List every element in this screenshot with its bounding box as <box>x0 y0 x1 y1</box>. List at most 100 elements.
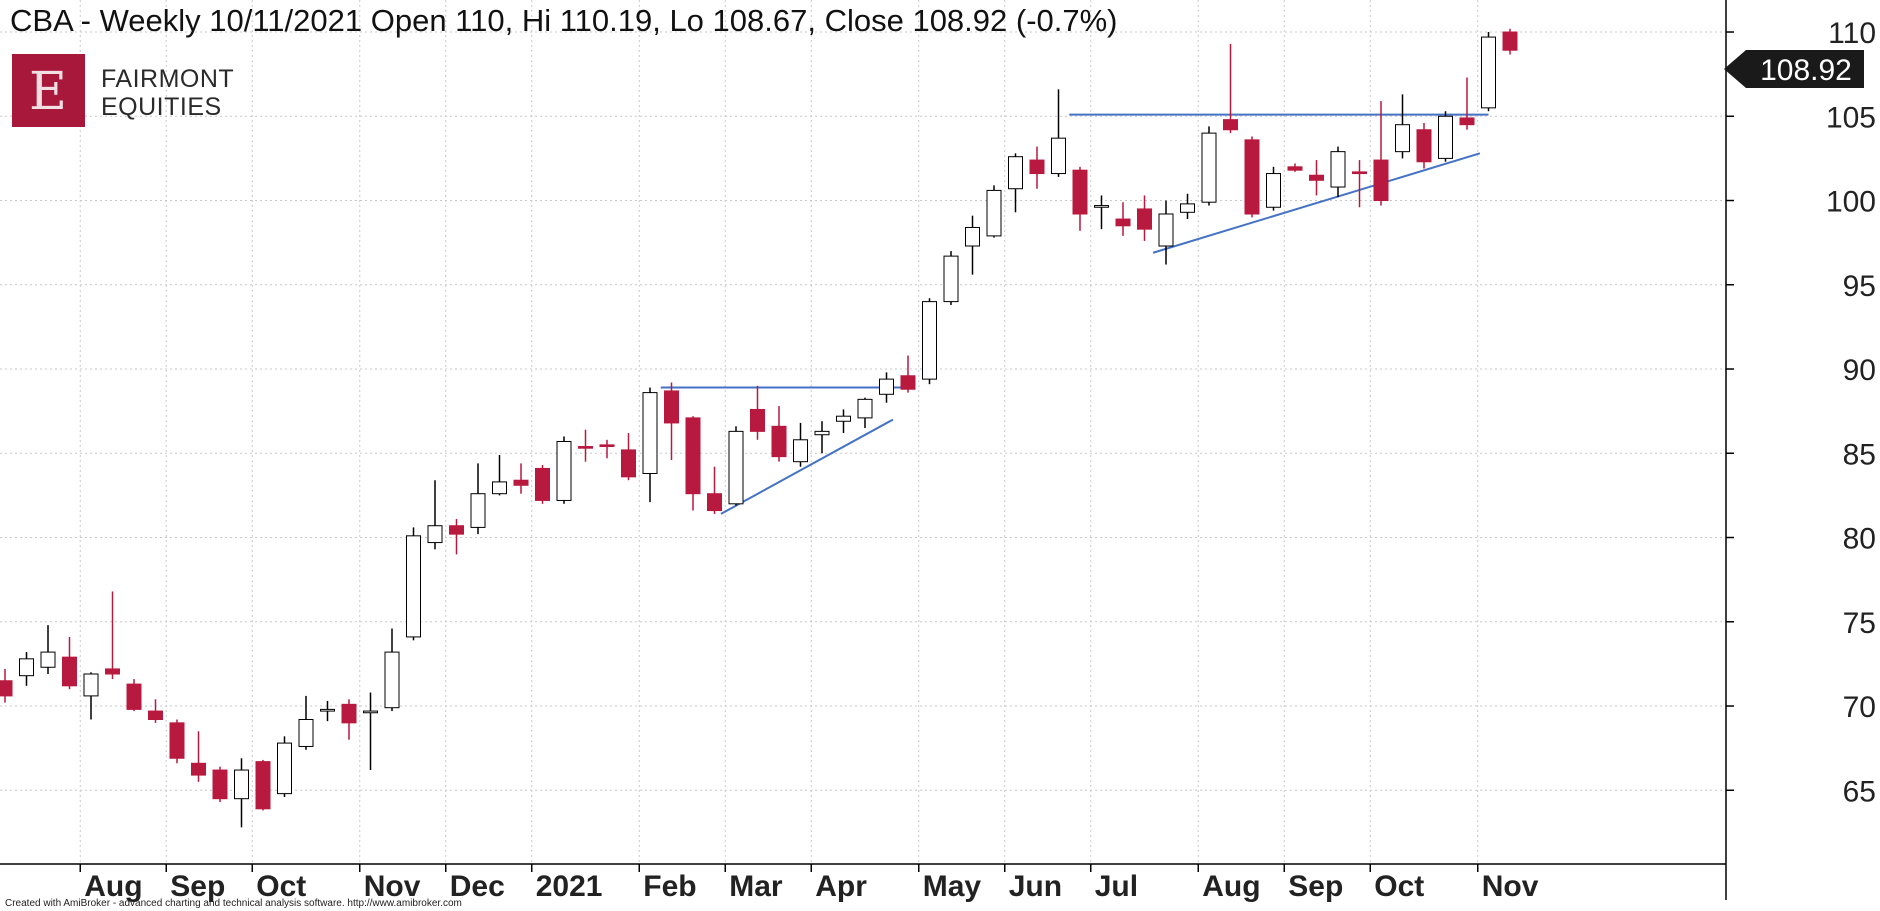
x-tick-label: Oct <box>256 870 306 903</box>
candle <box>1395 94 1410 159</box>
candle <box>83 672 99 720</box>
candles <box>0 28 1518 828</box>
candle-body <box>1180 203 1195 213</box>
grid <box>0 0 1726 864</box>
y-tick-label: 110 <box>1828 17 1876 50</box>
y-tick-label: 85 <box>1843 438 1876 471</box>
candle <box>900 355 916 393</box>
x-tick-label: Aug <box>84 870 142 903</box>
candle <box>1459 77 1475 130</box>
candle-body <box>169 722 185 759</box>
candle-body <box>642 392 658 474</box>
candle <box>1502 28 1518 55</box>
candle-body <box>0 680 13 697</box>
candle <box>578 429 593 462</box>
candle-body <box>965 226 980 247</box>
logo-line-2: EQUITIES <box>101 93 222 121</box>
candle-body <box>1029 159 1045 175</box>
candle-body <box>470 493 486 528</box>
y-tick-label: 100 <box>1826 186 1876 219</box>
x-tick-label: Sep <box>170 870 225 903</box>
x-tick-label: Dec <box>450 870 505 903</box>
candle-body <box>427 525 443 544</box>
candle <box>1137 195 1152 241</box>
x-tick-label: Nov <box>364 870 421 903</box>
candle <box>341 699 357 740</box>
candle <box>1072 166 1088 231</box>
candle-body <box>1287 166 1303 171</box>
candle <box>707 466 722 514</box>
candle-body <box>406 535 421 638</box>
candle-body <box>1266 173 1281 208</box>
candle-body <box>1094 205 1109 208</box>
y-tick-label: 75 <box>1843 607 1876 640</box>
candle-body <box>40 651 56 668</box>
candle <box>1051 89 1066 177</box>
candle-body <box>234 769 249 800</box>
candle-body <box>707 493 722 512</box>
chart-title: CBA - Weekly 10/11/2021 Open 110, Hi 110… <box>10 3 1118 38</box>
candle-body <box>1201 132 1217 203</box>
candle <box>621 433 636 481</box>
candle <box>857 397 873 428</box>
candle <box>492 454 507 496</box>
x-tick-label: Jun <box>1009 870 1062 903</box>
candle-body <box>277 742 292 795</box>
candle <box>62 636 77 690</box>
candle-body <box>922 301 937 380</box>
candle <box>599 439 615 459</box>
candle-body <box>105 668 120 675</box>
candle <box>1008 153 1023 213</box>
trendline <box>720 418 894 515</box>
candle <box>0 668 13 703</box>
logo-mark <box>12 54 85 127</box>
x-tick-label: May <box>923 870 982 903</box>
candle <box>1201 126 1217 206</box>
candle-body <box>19 658 34 677</box>
candle-body <box>1373 159 1389 202</box>
candle <box>427 480 443 550</box>
candle-body <box>298 718 314 747</box>
candle <box>105 591 120 680</box>
candle-body <box>148 710 163 720</box>
y-tick-label: 65 <box>1843 775 1876 808</box>
candle <box>922 298 937 385</box>
candle <box>320 700 335 722</box>
candle <box>771 406 787 462</box>
candle-body <box>363 710 378 714</box>
candle <box>836 409 851 434</box>
candle-body <box>1481 36 1496 109</box>
candle-body <box>1330 151 1346 188</box>
candle <box>255 759 271 811</box>
candle <box>556 436 572 504</box>
candle <box>1029 146 1045 189</box>
candle <box>986 185 1002 238</box>
trendline <box>1152 152 1481 254</box>
candle-body <box>771 425 787 458</box>
candle <box>449 518 464 555</box>
footer-credit: Created with AmiBroker - advanced charti… <box>5 898 462 909</box>
y-axis: 65 70 75 80 85 90 95 100 105 110 <box>1726 17 1876 808</box>
candle-body <box>1223 119 1238 131</box>
candle-body <box>62 656 77 687</box>
candle <box>793 422 808 467</box>
candle <box>1330 146 1346 198</box>
candle <box>40 625 56 674</box>
candle-body <box>793 439 808 463</box>
candle <box>535 465 550 504</box>
y-tick-label: 105 <box>1826 101 1876 134</box>
candle-body <box>1309 174 1324 181</box>
candle <box>1481 32 1496 112</box>
candle-body <box>1008 156 1023 190</box>
candle <box>191 731 206 782</box>
candle <box>642 387 658 503</box>
candle <box>1266 166 1281 211</box>
y-tick-label: 90 <box>1843 354 1876 387</box>
candle-body <box>83 673 99 697</box>
candle <box>1223 43 1238 134</box>
candle-body <box>664 390 679 424</box>
candle <box>169 719 185 764</box>
x-tick-label: Sep <box>1288 870 1343 903</box>
candle-body <box>836 415 851 422</box>
